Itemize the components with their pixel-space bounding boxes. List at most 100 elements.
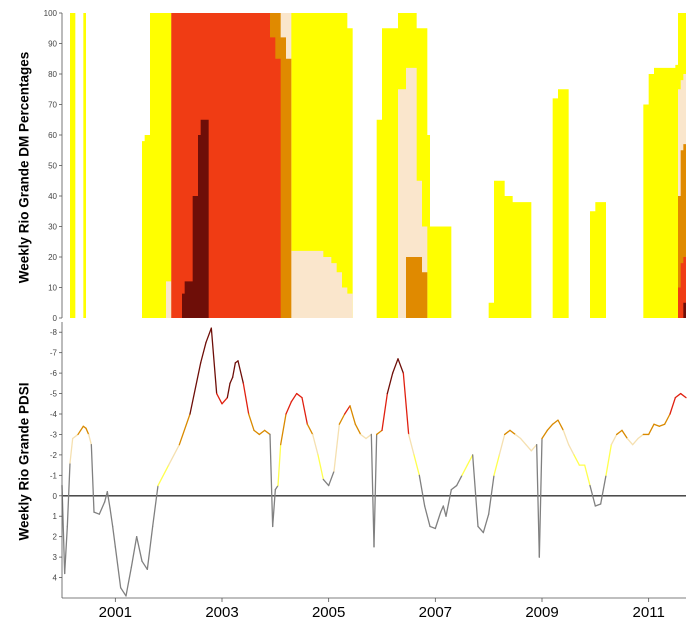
pdsi-line-segment (248, 413, 255, 432)
pdsi-line-segment (109, 507, 114, 528)
top-y-tick-label: 60 (48, 131, 57, 140)
pdsi-line-segment (538, 437, 543, 558)
pdsi-line-segment (312, 433, 319, 456)
pdsi-line-segment (557, 419, 564, 432)
pdsi-line-segment (482, 513, 490, 534)
pdsi-line-segment (472, 454, 479, 528)
pdsi-line-segment (493, 454, 500, 476)
pdsi-line-segment (514, 433, 522, 440)
pdsi-line-segment (442, 505, 447, 517)
pdsi-line-segment (333, 423, 340, 472)
pdsi-line-segment (605, 444, 612, 476)
top-y-tick-label: 80 (48, 70, 57, 79)
pdsi-line-segment (594, 503, 602, 507)
pdsi-line-segment (146, 525, 154, 571)
pdsi-line-segment (64, 525, 68, 575)
pdsi-line-segment (450, 484, 458, 491)
bottom-y-tick-label: -6 (50, 369, 58, 378)
top-y-tick-label: 30 (48, 223, 57, 232)
pdsi-line-segment (584, 464, 591, 487)
pdsi-line-segment (242, 382, 250, 415)
pdsi-line-segment (392, 358, 399, 374)
pdsi-line-segment (258, 429, 266, 436)
pdsi-line-segment (365, 433, 372, 440)
pdsi-line-segment (157, 464, 170, 487)
top-y-tick-label: 90 (48, 40, 57, 49)
bottom-y-tick-label: -5 (50, 390, 58, 399)
pdsi-line-segment (445, 488, 452, 517)
pdsi-line-segment (402, 372, 410, 436)
bottom-y-tick-label: 4 (53, 574, 58, 583)
pdsi-line-segment (589, 484, 596, 507)
pdsi-line-segment (229, 376, 234, 384)
pdsi-line-segment (386, 372, 394, 395)
bottom-y-tick-label: -2 (50, 451, 58, 460)
pdsi-line-segment (600, 474, 607, 505)
pdsi-line-segment (488, 474, 495, 515)
pdsi-line-segment (373, 433, 378, 548)
top-y-tick-label: 100 (44, 9, 58, 18)
pdsi-line-segment (466, 454, 474, 466)
x-tick-label: 2007 (419, 604, 452, 621)
pdsi-line-segment (429, 525, 436, 530)
pdsi-line-segment (669, 396, 676, 415)
top-y-tick-label: 50 (48, 162, 57, 171)
pdsi-line-segment (440, 505, 444, 513)
pdsi-line-segment (568, 444, 575, 456)
pdsi-line-segment (221, 396, 228, 405)
pdsi-line-segment (93, 511, 100, 515)
pdsi-line-segment (536, 444, 540, 558)
pdsi-line-segment (77, 425, 84, 436)
pdsi-line-segment (130, 536, 138, 568)
pdsi-line-segment (296, 392, 303, 399)
pdsi-line-segment (664, 413, 671, 425)
pdsi-line-segment (520, 437, 527, 446)
pdsi-line-segment (69, 437, 74, 464)
pdsi-line-segment (408, 433, 415, 456)
pdsi-line-segment (285, 401, 292, 415)
pdsi-line-segment (189, 362, 202, 415)
pdsi-line-segment (344, 405, 351, 415)
pdsi-line-segment (152, 484, 159, 528)
pdsi-line-segment (658, 423, 666, 427)
pdsi-line-segment (237, 360, 244, 384)
bottom-y-tick-label: -7 (50, 349, 58, 358)
pdsi-line-segment (120, 587, 127, 597)
pdsi-line-segment (253, 429, 260, 436)
pdsi-line-segment (338, 413, 346, 425)
pdsi-line-segment (168, 444, 180, 466)
pdsi-line-segment (114, 546, 122, 589)
pdsi-line-segment (232, 362, 236, 378)
top-y-tick-label: 0 (53, 314, 58, 323)
pdsi-line-segment (376, 429, 383, 436)
pdsi-line-segment (680, 392, 687, 399)
pdsi-line-segment (136, 536, 143, 562)
pdsi-line-segment (541, 429, 548, 440)
pdsi-line-segment (456, 474, 463, 487)
pdsi-line-segment (381, 392, 388, 432)
pdsi-line-segment (272, 488, 276, 528)
top-y-tick-label: 70 (48, 101, 57, 110)
pdsi-line-segment (306, 423, 314, 436)
pdsi-line-segment (200, 341, 207, 364)
pdsi-line-segment (85, 427, 90, 436)
pdsi-line-segment (269, 433, 274, 528)
pdsi-line-segment (205, 327, 212, 344)
pdsi-line-segment (106, 491, 111, 509)
pdsi-line-segment (264, 429, 271, 436)
bottom-y-tick-label: 1 (53, 512, 58, 521)
pdsi-line-segment (322, 478, 330, 487)
pdsi-line-segment (141, 560, 148, 571)
pdsi-line-segment (280, 413, 287, 446)
pdsi-line-segment (328, 470, 335, 487)
pdsi-line-segment (349, 405, 356, 425)
pdsi-line-segment (360, 433, 367, 440)
pdsi-line-segment (509, 429, 516, 436)
pdsi-line-segment (290, 392, 298, 403)
pdsi-line-segment (562, 429, 570, 446)
pdsi-line-segment (104, 491, 108, 503)
pdsi-line-segment (66, 462, 71, 528)
pdsi-line-segment (477, 525, 484, 534)
pdsi-line-segment (637, 433, 644, 440)
